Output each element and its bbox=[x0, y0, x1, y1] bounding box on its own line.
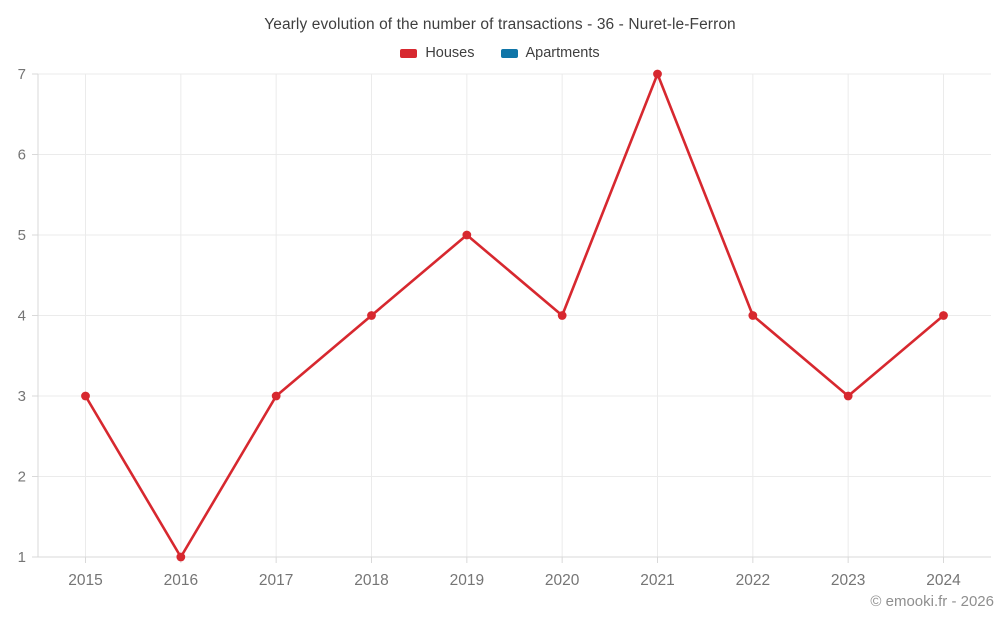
data-point[interactable]: 2015: 3 bbox=[81, 391, 90, 401]
chart-header: Yearly evolution of the number of transa… bbox=[0, 0, 1000, 61]
x-tick-label: 2017 bbox=[259, 572, 293, 589]
data-point[interactable]: 2022: 4 bbox=[748, 311, 758, 320]
legend-label-apartments: Apartments bbox=[525, 45, 600, 61]
houses-swatch-icon bbox=[400, 48, 418, 58]
data-point[interactable]: 2019: 5 bbox=[462, 230, 472, 240]
chart-title: Yearly evolution of the number of transa… bbox=[264, 16, 736, 33]
legend-item-houses[interactable]: Houses bbox=[400, 45, 475, 61]
data-point[interactable]: 2024: 4 bbox=[939, 311, 948, 320]
x-tick-label: 2020 bbox=[545, 572, 580, 589]
data-point[interactable]: 2016: 1 bbox=[176, 552, 186, 562]
watermark: © emooki.fr - 2026 bbox=[870, 593, 994, 610]
x-tick-label: 2023 bbox=[831, 572, 865, 589]
data-point[interactable]: 2023: 3 bbox=[843, 391, 853, 401]
data-point[interactable]: 2017: 3 bbox=[271, 391, 281, 401]
data-point[interactable]: 2018: 4 bbox=[367, 311, 376, 320]
y-tick-label: 3 bbox=[18, 388, 26, 405]
y-tick-label: 2 bbox=[18, 469, 26, 486]
x-tick-label: 2015 bbox=[68, 572, 102, 589]
y-tick-label: 1 bbox=[18, 549, 26, 566]
legend-label-houses: Houses bbox=[425, 45, 475, 61]
x-tick-label: 2016 bbox=[164, 572, 198, 589]
y-tick-label: 5 bbox=[18, 227, 26, 244]
apartments-swatch-icon bbox=[500, 48, 518, 58]
y-tick-label: 7 bbox=[18, 66, 26, 83]
x-tick-label: 2019 bbox=[450, 572, 484, 589]
x-tick-label: 2021 bbox=[640, 572, 674, 589]
legend-item-apartments[interactable]: Apartments bbox=[500, 45, 600, 61]
x-tick-label: 2022 bbox=[736, 572, 770, 589]
legend: Houses Apartments bbox=[0, 45, 1000, 61]
x-tick-label: 2024 bbox=[926, 572, 961, 589]
data-point[interactable]: 2020: 4 bbox=[557, 311, 567, 320]
y-tick-label: 6 bbox=[18, 147, 26, 164]
data-point[interactable]: 2021: 7 bbox=[653, 69, 662, 79]
houses-line bbox=[84, 72, 945, 559]
x-tick-label: 2018 bbox=[354, 572, 388, 589]
y-tick-label: 4 bbox=[18, 308, 26, 325]
